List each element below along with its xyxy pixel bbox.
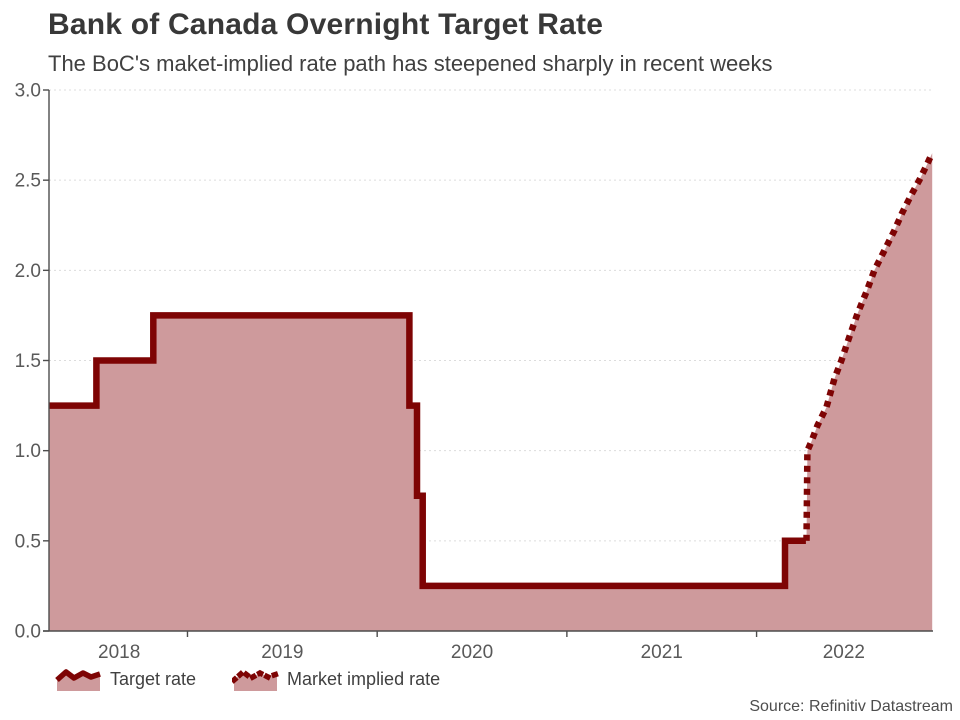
chart-subtitle: The BoC's maket-implied rate path has st… [48, 51, 773, 76]
x-tick-label: 2022 [823, 642, 865, 663]
legend-item-target-rate: Target rate [55, 665, 196, 693]
y-tick-label: 3.0 [15, 81, 41, 102]
x-tick-label: 2020 [451, 642, 493, 663]
x-tick-label: 2021 [641, 642, 683, 663]
x-tick-label: 2019 [261, 642, 303, 663]
y-tick-label: 0.0 [15, 622, 41, 643]
source-note: Source: Refinitiv Datastream [749, 698, 953, 715]
market-implied-line [803, 151, 936, 541]
legend-label-target-rate: Target rate [110, 668, 197, 689]
y-tick-label: 0.5 [15, 531, 41, 552]
legend: Target rate Market implied rate [55, 665, 440, 693]
y-tick-label: 1.5 [15, 351, 41, 372]
target-rate-line [49, 312, 806, 590]
target-rate-swatch-icon [55, 669, 101, 691]
x-tick-label: 2018 [98, 642, 140, 663]
market-implied-rate-swatch-icon [232, 668, 280, 691]
chart-title: Bank of Canada Overnight Target Rate [48, 8, 604, 41]
legend-label-market-implied-rate: Market implied rate [287, 668, 441, 689]
legend-item-market-implied-rate: Market implied rate [232, 665, 440, 693]
y-tick-label: 2.0 [15, 261, 41, 282]
y-tick-label: 1.0 [15, 441, 41, 462]
rate-area-fill [49, 153, 933, 631]
y-tick-label: 2.5 [15, 171, 41, 192]
